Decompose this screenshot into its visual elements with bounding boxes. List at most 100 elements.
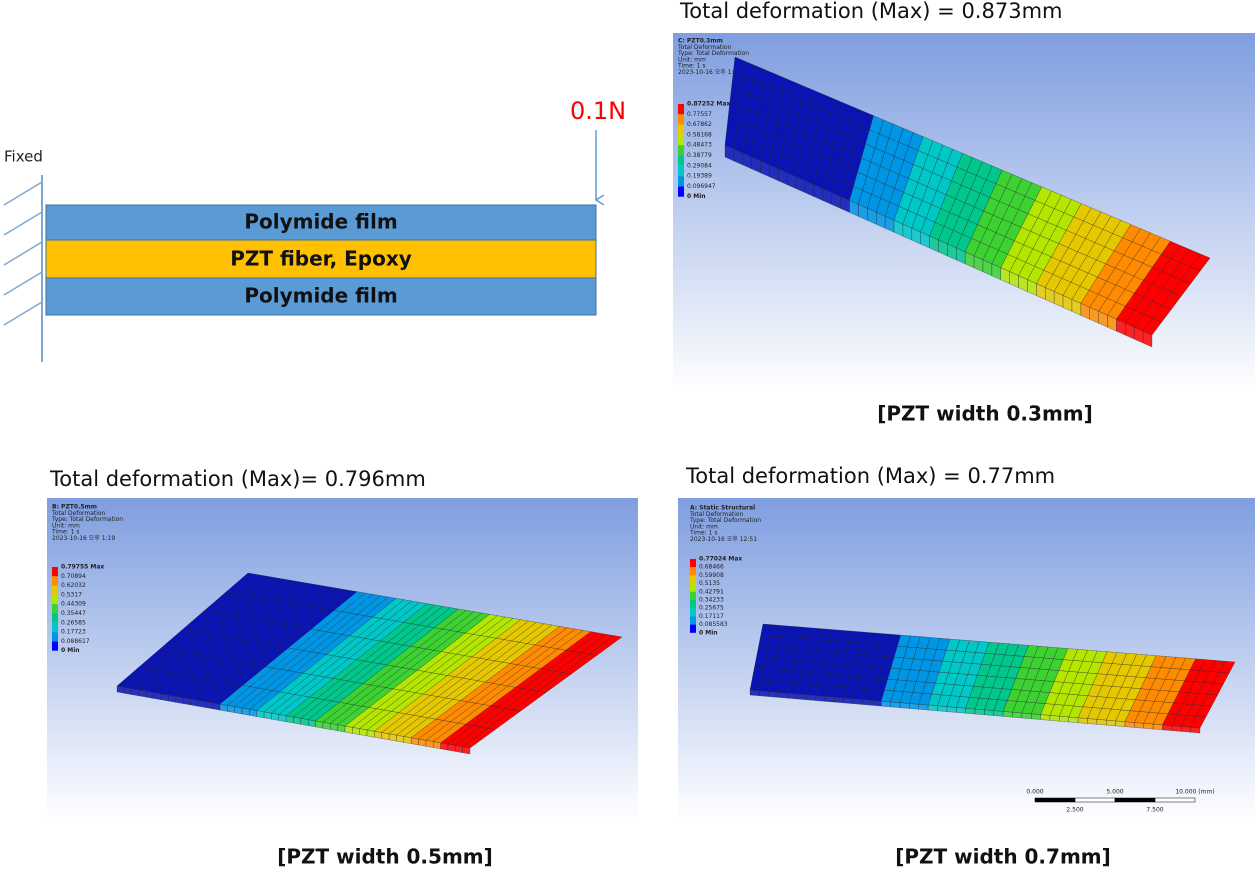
legend-swatch [52,641,58,651]
scale-segment [1114,797,1156,803]
legend-swatch [678,114,684,125]
result-header: Type: Total Deformation [677,50,749,57]
result-header: Unit: mm [678,56,706,63]
beam-side [824,696,835,703]
scale-segment [1154,797,1196,803]
fixed-label: Fixed [4,148,43,166]
result-header: Total Deformation [51,510,106,517]
legend-swatch [690,567,696,576]
beam-side [1021,712,1032,719]
beam-side [843,697,854,704]
result-header: Type: Total Deformation [51,516,123,523]
beam-side [899,702,910,709]
beam-side [796,693,807,700]
legend-swatch [52,613,58,623]
legend-swatch [690,591,696,600]
beam-side [862,699,873,706]
beam-mesh [1190,253,1211,272]
result-header: Time: 1 s [689,530,717,537]
legend-swatch [52,567,58,577]
force-label: 0.1N [570,97,626,125]
beam-side [909,703,919,710]
beam-mesh [588,635,623,656]
result-header: B: PZT0.5mm [52,504,97,511]
beam-side [815,695,826,702]
result-header: 2023-10-16 오후 1:19 [52,534,115,542]
legend-label: 0.67862 [687,121,712,128]
legend-swatch [52,594,58,605]
beam-side [1059,715,1069,723]
legend-swatch [678,124,684,135]
beam-side [834,696,844,704]
scale-label: 0.000 [1026,789,1043,796]
scale-segment [1074,797,1116,803]
legend-label: 0 Min [61,647,80,654]
panel-caption: [PZT width 0.7mm] [895,845,1111,869]
beam-side [1143,723,1154,730]
layer-label: PZT fiber, Epoxy [230,247,412,271]
legend-swatch [678,145,684,156]
legend-swatch [690,608,696,617]
beam-side [871,700,882,707]
beam-side [1181,726,1191,733]
layer-label: Polymide film [244,284,397,308]
legend-label: 0.77557 [687,111,712,118]
result-header: Unit: mm [52,522,80,529]
legend-label: 0.48473 [687,142,712,149]
legend-label: 0.62032 [61,582,86,589]
legend-label: 0.58168 [687,131,712,138]
beam-side [1106,719,1116,727]
scale-label: 10.000 (mm) [1175,789,1214,796]
beam-side [956,707,966,714]
beam-side [768,691,779,698]
legend-label: 0.5317 [61,591,82,598]
legend-swatch [52,604,58,614]
legend-label: 0 Min [699,629,718,636]
result-header: Unit: mm [690,523,718,530]
beam-side [852,698,863,705]
legend-label: 0.088617 [61,638,90,645]
result-header: C: PZT0.3mm [678,38,723,45]
legend-swatch [690,559,696,568]
legend-swatch [678,186,684,197]
panel-caption: [PZT width 0.5mm] [277,845,493,869]
legend-swatch [690,583,696,592]
legend-label: 0.26585 [61,619,86,626]
legend-label: 0.085583 [699,621,728,628]
beam-side [974,708,985,715]
beam-side [1096,719,1107,726]
beam-side [1124,721,1135,728]
legend-swatch [52,576,58,586]
panel-title: Total deformation (Max) = 0.873mm [679,0,1062,23]
legend-swatch [690,616,696,625]
legend-label: 0.096947 [687,183,716,190]
beam-side [946,706,957,713]
beam-side [1077,717,1088,724]
legend-swatch [690,624,696,633]
result-header: Type: Total Deformation [689,517,761,524]
beam-side [1068,716,1079,723]
beam-side [1049,715,1060,722]
legend-label: 0.68466 [699,564,724,571]
legend-swatch [52,622,58,633]
legend-label: 0.77024 Max [699,556,742,563]
scale-label: 2.500 [1066,807,1083,814]
beam-side [1162,724,1173,731]
result-header: Total Deformation [677,44,732,51]
panel-title: Total deformation (Max)= 0.796mm [49,467,426,491]
legend-swatch [690,575,696,584]
legend-swatch [678,104,684,115]
legend-label: 0.5135 [699,580,720,587]
beam-side [937,705,948,712]
result-header: A: Static Structural [690,505,755,512]
legend-label: 0.79755 Max [61,564,104,571]
panel-caption: [PZT width 0.3mm] [877,402,1093,426]
legend-swatch [52,632,58,642]
beam-side [881,700,891,708]
beam-side [1040,714,1051,721]
legend-swatch [678,165,684,177]
result-header: Time: 1 s [677,63,705,70]
beam-side [1152,723,1163,730]
beam-side [993,710,1004,717]
